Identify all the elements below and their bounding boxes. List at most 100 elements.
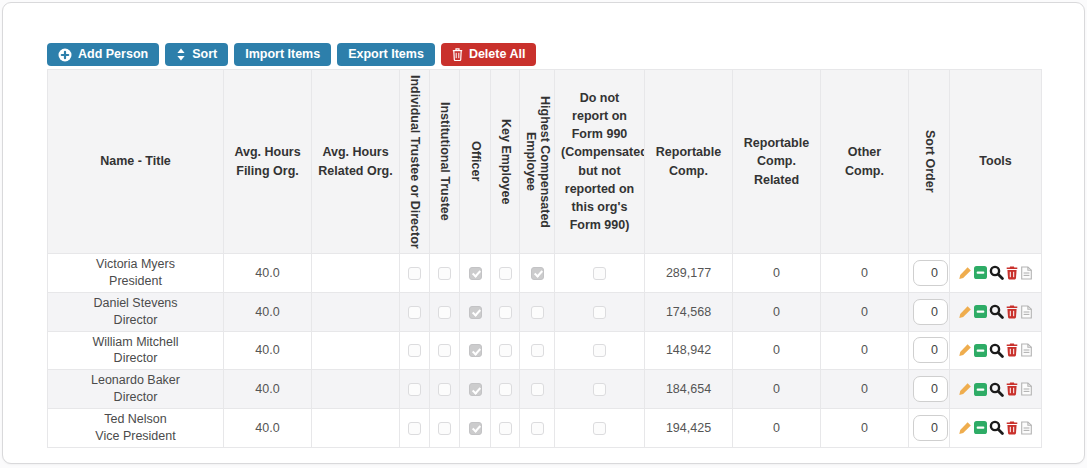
key-employee-checkbox <box>499 422 512 435</box>
cell-tools <box>950 292 1042 331</box>
cell-key-employee <box>491 409 520 448</box>
cell-individual-trustee <box>400 254 430 293</box>
institutional-trustee-checkbox <box>438 306 451 319</box>
trash-delete-icon[interactable] <box>1006 343 1018 357</box>
export-items-button[interactable]: Export Items <box>337 43 435 66</box>
institutional-trustee-checkbox <box>438 344 451 357</box>
delete-all-button[interactable]: Delete All <box>441 43 537 66</box>
cell-avg-hours-related <box>312 331 400 370</box>
cell-reportable-comp: 289,177 <box>645 254 733 293</box>
sort-button[interactable]: Sort <box>165 43 228 66</box>
row-tools <box>954 343 1037 358</box>
table-row: Daniel Stevens Director 40.0 174,568 0 0 <box>48 292 1042 331</box>
cell-reportable-comp: 194,425 <box>645 409 733 448</box>
document-notes-icon[interactable] <box>1020 382 1033 396</box>
minus-square-remove-icon[interactable] <box>974 421 987 434</box>
officer-checkbox <box>469 267 482 280</box>
minus-square-remove-icon[interactable] <box>974 383 987 396</box>
add-person-label: Add Person <box>78 48 148 61</box>
document-notes-icon[interactable] <box>1020 421 1033 435</box>
magnifier-view-icon[interactable] <box>989 420 1004 435</box>
institutional-trustee-checkbox <box>438 422 451 435</box>
cell-other-comp: 0 <box>821 370 909 409</box>
trash-delete-icon[interactable] <box>1006 382 1018 396</box>
document-notes-icon[interactable] <box>1020 266 1033 280</box>
cell-other-comp: 0 <box>821 331 909 370</box>
row-tools <box>954 420 1037 435</box>
magnifier-view-icon[interactable] <box>989 304 1004 319</box>
pencil-edit-icon[interactable] <box>958 266 972 280</box>
sort-order-input[interactable] <box>913 376 948 402</box>
person-title: Director <box>52 350 219 367</box>
cell-officer <box>460 409 491 448</box>
person-name: Ted Nelson <box>52 411 219 428</box>
cell-institutional-trustee <box>430 409 460 448</box>
pencil-edit-icon[interactable] <box>958 421 972 435</box>
key-employee-checkbox <box>499 383 512 396</box>
trash-icon <box>452 48 463 61</box>
cell-individual-trustee <box>400 370 430 409</box>
people-table-card: Add Person Sort Import Items Export Item… <box>2 2 1085 464</box>
cell-name-title: Leonardo Baker Director <box>48 370 224 409</box>
cell-reportable-comp-related: 0 <box>733 409 821 448</box>
trash-delete-icon[interactable] <box>1006 266 1018 280</box>
institutional-trustee-checkbox <box>438 267 451 280</box>
header-reportable-comp: Reportable Comp. <box>645 70 733 254</box>
person-name: Victoria Myers <box>52 256 219 273</box>
cell-individual-trustee <box>400 331 430 370</box>
cell-name-title: Ted Nelson Vice President <box>48 409 224 448</box>
up-down-arrows-icon <box>176 48 186 61</box>
magnifier-view-icon[interactable] <box>989 265 1004 280</box>
sort-order-input[interactable] <box>913 337 948 363</box>
pencil-edit-icon[interactable] <box>958 343 972 357</box>
person-name: Leonardo Baker <box>52 372 219 389</box>
cell-avg-hours-filing: 40.0 <box>224 409 312 448</box>
header-key-employee: Key Employee <box>491 70 520 254</box>
person-name: William Mitchell <box>52 334 219 351</box>
cell-officer <box>460 292 491 331</box>
cell-reportable-comp-related: 0 <box>733 370 821 409</box>
minus-square-remove-icon[interactable] <box>974 305 987 318</box>
key-employee-checkbox <box>499 306 512 319</box>
cell-officer <box>460 331 491 370</box>
table-row: Leonardo Baker Director 40.0 184,654 0 0 <box>48 370 1042 409</box>
trash-delete-icon[interactable] <box>1006 421 1018 435</box>
cell-other-comp: 0 <box>821 292 909 331</box>
import-items-button[interactable]: Import Items <box>234 43 331 66</box>
highest-compensated-checkbox <box>531 344 544 357</box>
individual-trustee-checkbox <box>408 383 421 396</box>
cell-highest-compensated <box>520 254 555 293</box>
header-institutional-trustee: Institutional Trustee <box>430 70 460 254</box>
magnifier-view-icon[interactable] <box>989 382 1004 397</box>
sort-order-input[interactable] <box>913 260 948 286</box>
document-notes-icon[interactable] <box>1020 343 1033 357</box>
cell-tools <box>950 331 1042 370</box>
document-notes-icon[interactable] <box>1020 305 1033 319</box>
header-sort-order: Sort Order <box>909 70 950 254</box>
cell-reportable-comp-related: 0 <box>733 292 821 331</box>
add-person-button[interactable]: Add Person <box>47 43 159 66</box>
pencil-edit-icon[interactable] <box>958 305 972 319</box>
cell-reportable-comp: 148,942 <box>645 331 733 370</box>
cell-tools <box>950 254 1042 293</box>
sort-order-input[interactable] <box>913 299 948 325</box>
sort-order-input[interactable] <box>913 415 948 441</box>
cell-do-not-report <box>555 292 645 331</box>
magnifier-view-icon[interactable] <box>989 343 1004 358</box>
minus-square-remove-icon[interactable] <box>974 344 987 357</box>
cell-sort-order <box>909 370 950 409</box>
do-not-report-checkbox <box>593 383 606 396</box>
highest-compensated-checkbox <box>531 422 544 435</box>
cell-individual-trustee <box>400 409 430 448</box>
cell-other-comp: 0 <box>821 254 909 293</box>
pencil-edit-icon[interactable] <box>958 382 972 396</box>
minus-square-remove-icon[interactable] <box>974 266 987 279</box>
header-avg-hours-related: Avg. Hours Related Org. <box>312 70 400 254</box>
cell-reportable-comp: 174,568 <box>645 292 733 331</box>
trash-delete-icon[interactable] <box>1006 305 1018 319</box>
cell-tools <box>950 409 1042 448</box>
row-tools <box>954 265 1037 280</box>
do-not-report-checkbox <box>593 344 606 357</box>
header-individual-trustee: Individual Trustee or Director <box>400 70 430 254</box>
person-title: Director <box>52 389 219 406</box>
